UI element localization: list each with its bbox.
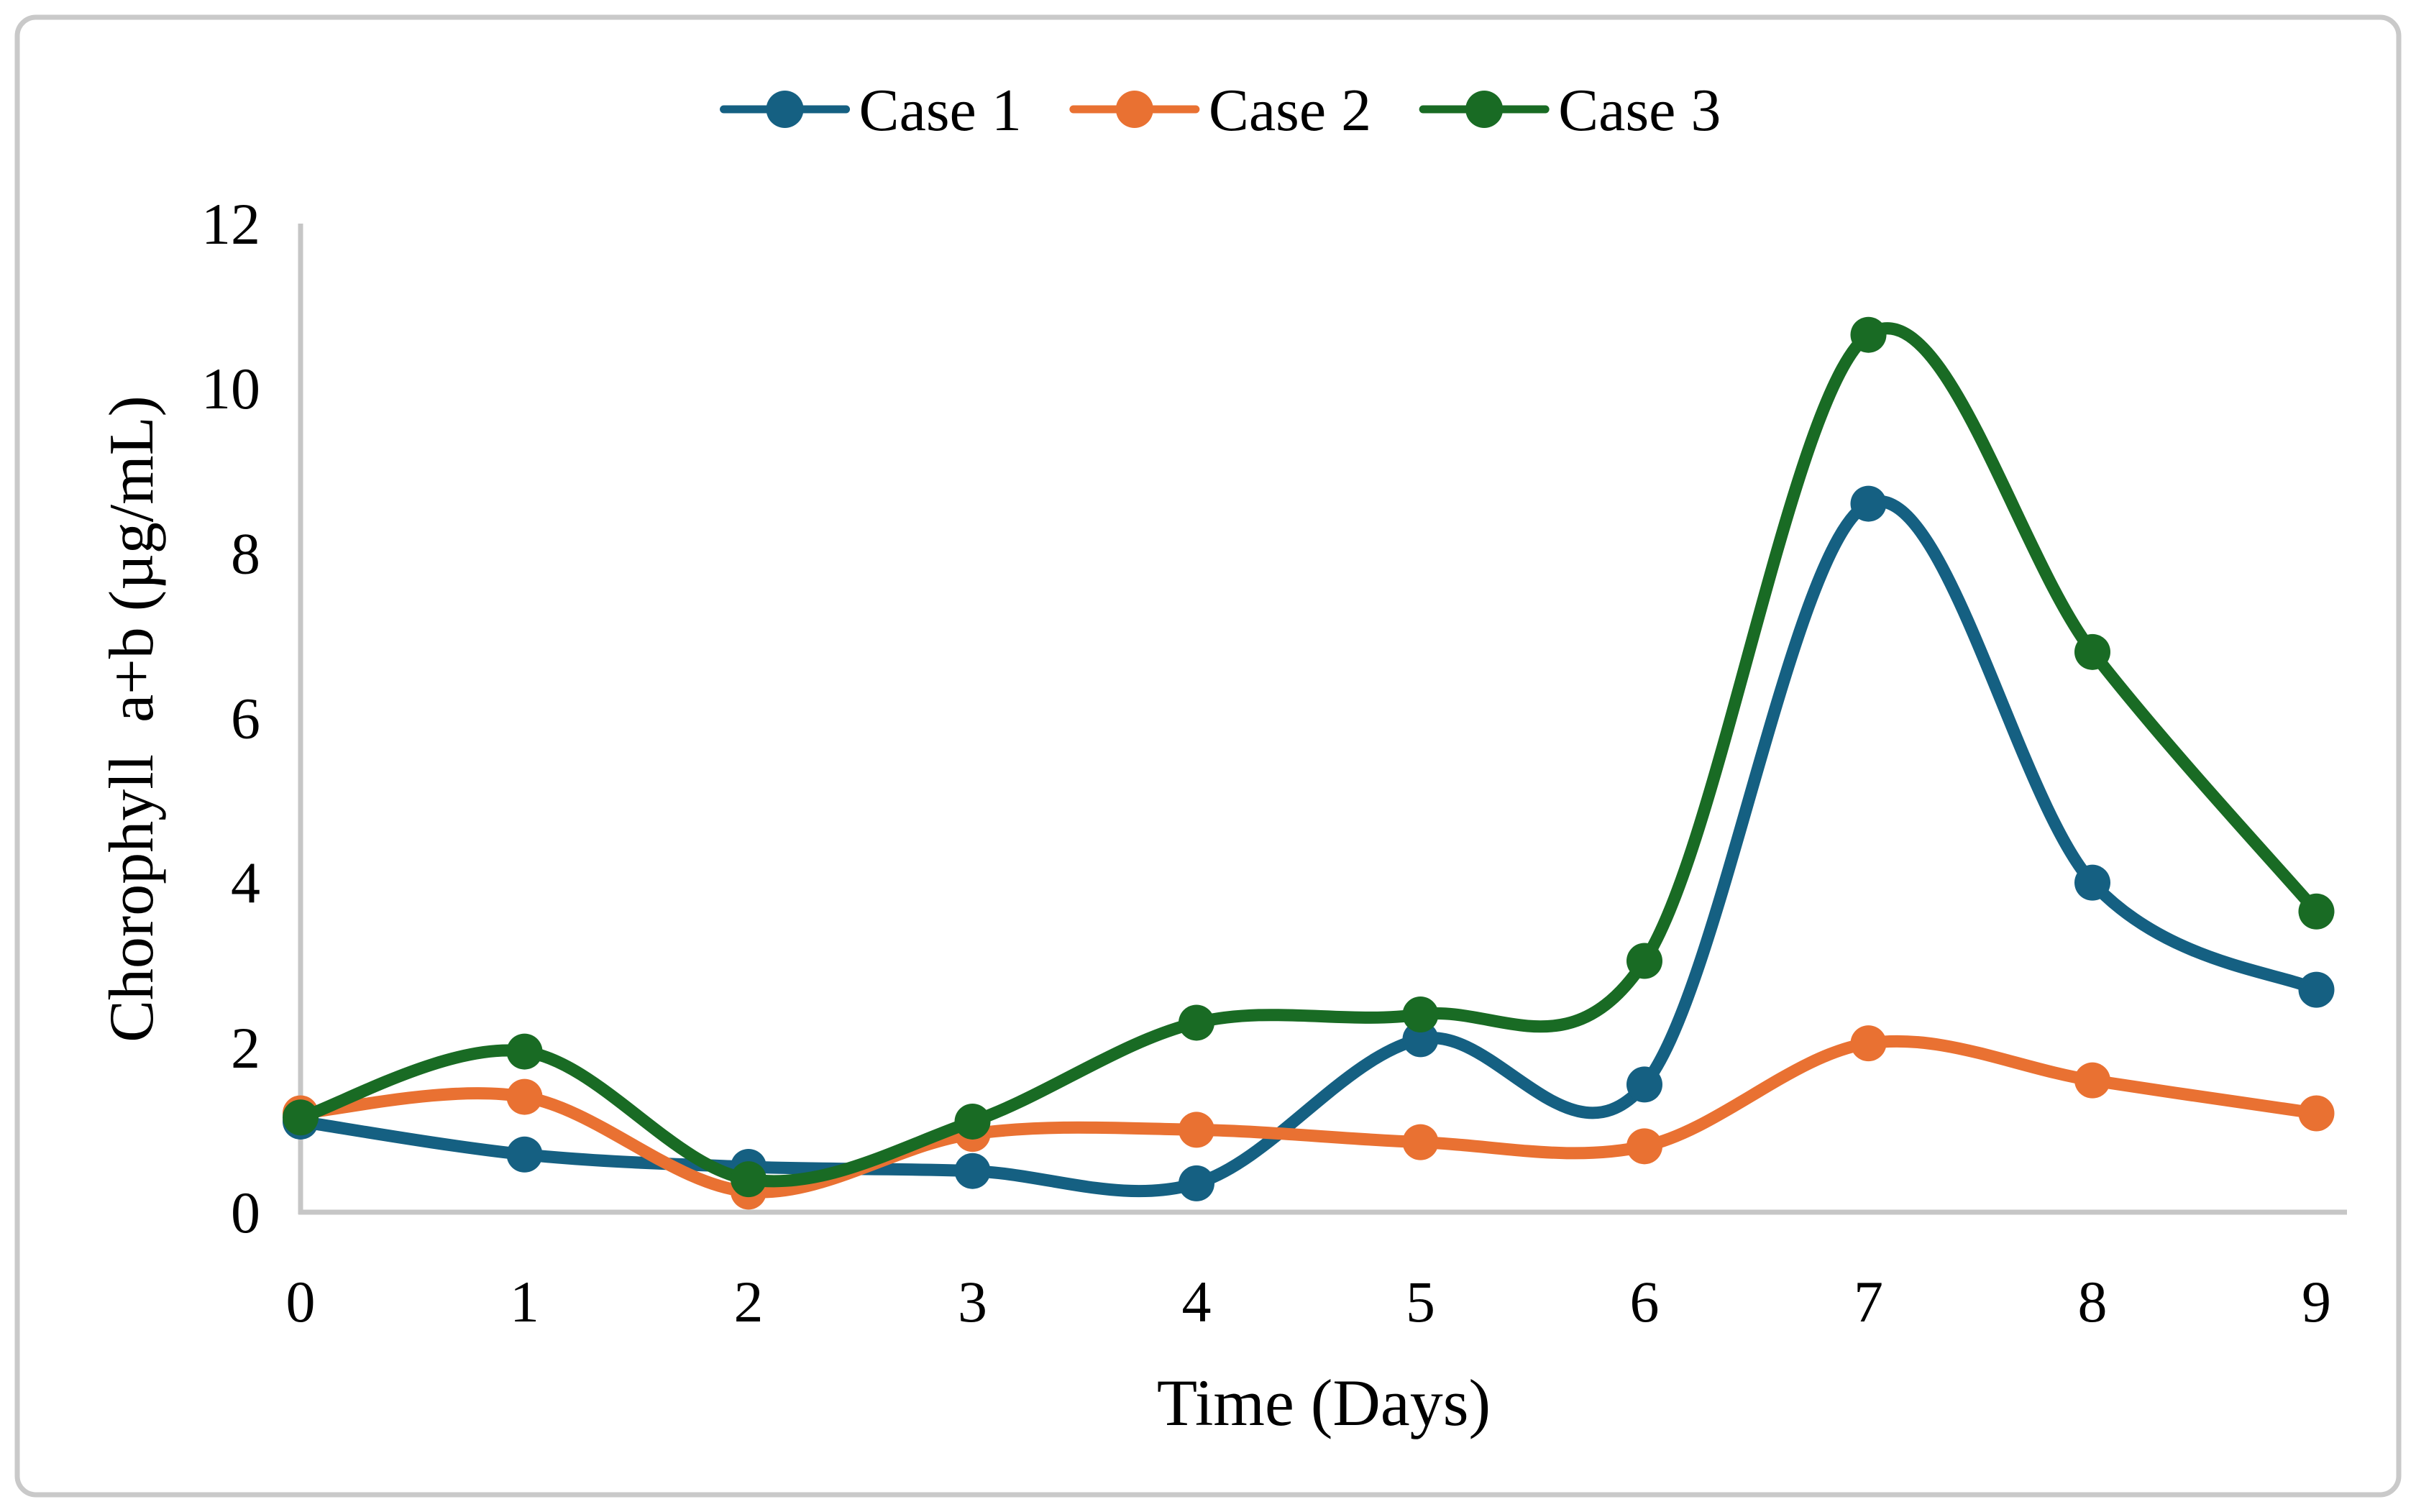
series-line: [294, 1035, 2323, 1199]
x-tick-label: 8: [2078, 1269, 2108, 1334]
series-marker: [1850, 485, 1887, 522]
y-tick-label: 10: [201, 356, 260, 421]
x-tick-label: 2: [734, 1269, 764, 1334]
series-line: [294, 322, 2323, 1188]
series-marker: [2298, 1095, 2335, 1132]
series-marker: [731, 1161, 767, 1198]
x-tick-label: 7: [1854, 1269, 1883, 1334]
x-tick-label: 5: [1406, 1269, 1435, 1334]
y-axis-tick-labels: 0 2 4 6 8 10 12: [201, 191, 260, 1245]
legend: Case 1 Case 2 Case 3: [720, 77, 1721, 144]
series-marker: [506, 1078, 543, 1115]
series-case-2: [283, 1025, 2335, 1210]
x-axis-tick-labels: 0 1 2 3 4 5 6 7 8 9: [286, 1269, 2332, 1334]
series-marker: [1179, 1112, 1214, 1148]
legend-label: Case 3: [1558, 77, 1721, 144]
series-marker: [2074, 633, 2110, 670]
series-marker: [954, 1103, 991, 1140]
y-tick-label: 0: [231, 1180, 260, 1245]
series-marker: [506, 1033, 543, 1070]
series-marker: [1402, 1021, 1439, 1058]
legend-marker-circle: [766, 91, 804, 128]
y-tick-label: 12: [201, 191, 260, 257]
legend-marker-circle: [1115, 91, 1153, 128]
x-axis-title: Time (Days): [1157, 1366, 1491, 1439]
x-tick-label: 4: [1182, 1269, 1212, 1334]
x-tick-label: 3: [958, 1269, 987, 1334]
series-marker: [2298, 971, 2335, 1008]
series-marker: [283, 1099, 319, 1136]
series-marker: [1626, 1128, 1662, 1165]
series-case-3: [283, 316, 2335, 1198]
legend-marker-circle: [1465, 91, 1504, 128]
series-case-1: [283, 485, 2335, 1201]
legend-item-case-3: Case 3: [1419, 77, 1721, 144]
legend-label: Case 1: [859, 77, 1022, 144]
legend-item-case-2: Case 2: [1069, 77, 1371, 144]
y-tick-label: 6: [231, 686, 260, 751]
series-marker: [2298, 893, 2335, 930]
series-group: [283, 316, 2335, 1210]
x-tick-label: 9: [2302, 1269, 2331, 1334]
x-tick-label: 6: [1630, 1269, 1660, 1334]
legend-item-case-1: Case 1: [720, 77, 1022, 144]
series-marker: [2074, 864, 2110, 901]
figure-border: [14, 14, 2402, 1498]
series-marker: [1626, 1066, 1662, 1103]
x-tick-label: 0: [286, 1269, 316, 1334]
series-marker: [2074, 1062, 2110, 1099]
series-marker: [1850, 1025, 1887, 1062]
series-marker: [1179, 1165, 1214, 1201]
series-marker: [1402, 996, 1439, 1033]
series-marker: [1626, 943, 1662, 979]
legend-label: Case 2: [1209, 77, 1371, 144]
y-tick-label: 2: [231, 1015, 260, 1081]
series-marker: [1179, 1004, 1214, 1041]
x-tick-label: 1: [510, 1269, 539, 1334]
y-tick-label: 4: [231, 851, 260, 916]
y-tick-label: 8: [231, 521, 260, 586]
y-axis-title: Chorophyll a+b (µg/mL): [97, 395, 167, 1043]
series-marker: [506, 1136, 543, 1173]
series-marker: [1850, 316, 1887, 353]
series-marker: [1402, 1124, 1439, 1160]
series-marker: [954, 1153, 991, 1189]
